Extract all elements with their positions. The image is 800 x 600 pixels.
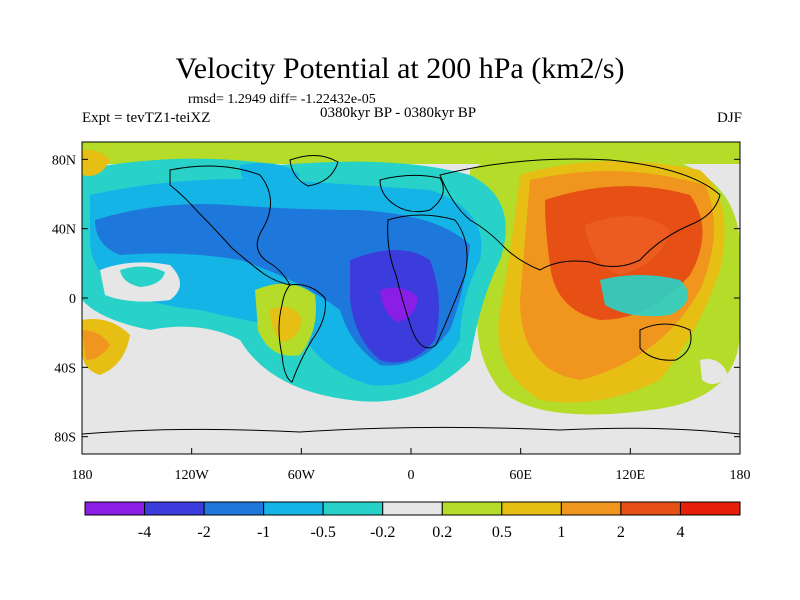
map-title: Velocity Potential at 200 hPa (km2/s) — [175, 52, 625, 85]
colorbar-swatch-10 — [679, 501, 741, 516]
colorbar-swatch-1 — [144, 501, 205, 516]
colorbar-label: 1 — [557, 524, 565, 541]
coastline-africa — [387, 214, 468, 349]
colorbar-label: -4 — [138, 524, 151, 541]
coastline-greenland — [289, 155, 339, 187]
stats-label: rmsd= 1.2949 diff= -1.22432e-05 — [188, 92, 376, 107]
lat-tick-label: 40S — [54, 361, 76, 376]
colorbar-label: -0.5 — [311, 524, 336, 541]
colorbar-swatch-2 — [203, 501, 265, 516]
fill-negative-4 — [380, 287, 418, 322]
lon-tick-label: 180 — [72, 468, 93, 483]
lon-tick-label: 0 — [408, 468, 415, 483]
colorbar: -4 -2 -1 -0.5 -0.2 0.2 0.5 1 2 4 — [84, 501, 741, 541]
lon-tick-label: 120W — [175, 468, 210, 483]
coastlines — [82, 155, 740, 435]
lon-tick-label: 60E — [509, 468, 532, 483]
colorbar-swatch-6 — [441, 501, 503, 516]
colorbar-label: 2 — [617, 524, 625, 541]
lon-tick-label: 180 — [730, 468, 751, 483]
lon-tick-label: 120E — [616, 468, 646, 483]
colorbar-label: -0.2 — [370, 524, 395, 541]
lat-tick-label: 80S — [54, 431, 76, 446]
colorbar-label: 0.5 — [492, 524, 512, 541]
colorbar-label: 4 — [676, 524, 684, 541]
colorbar-swatch-4 — [322, 501, 384, 516]
coastline-south-america — [278, 284, 326, 383]
colorbar-swatch-3 — [263, 501, 324, 516]
colorbar-swatch-5 — [382, 501, 443, 516]
coastline-australia — [639, 323, 692, 361]
coastline-europe — [379, 174, 444, 213]
latitude-axis: 80N 40N 0 40S 80S — [52, 153, 740, 446]
period-label: 0380kyr BP - 0380kyr BP — [320, 105, 477, 121]
colorbar-label: 0.2 — [432, 524, 452, 541]
longitude-axis: 180 120W 60W 0 60E 120E 180 — [72, 448, 751, 483]
season-label: DJF — [716, 110, 742, 126]
colorbar-swatch-9 — [620, 501, 681, 516]
colorbar-label: -1 — [257, 524, 270, 541]
lat-tick-label: 40N — [52, 223, 76, 238]
lat-tick-label: 80N — [52, 153, 76, 168]
colorbar-swatch-0 — [84, 501, 146, 516]
colorbar-label: -2 — [197, 524, 210, 541]
coastline-asia — [439, 158, 721, 271]
experiment-label: Expt = tevTZ1-teiXZ — [82, 110, 211, 126]
lon-tick-label: 60W — [288, 468, 316, 483]
contour-field — [82, 142, 740, 454]
colorbar-swatch-8 — [560, 501, 622, 516]
coastline-antarctica — [82, 426, 740, 435]
colorbar-swatch-7 — [501, 501, 562, 516]
lat-tick-label: 0 — [69, 292, 76, 307]
